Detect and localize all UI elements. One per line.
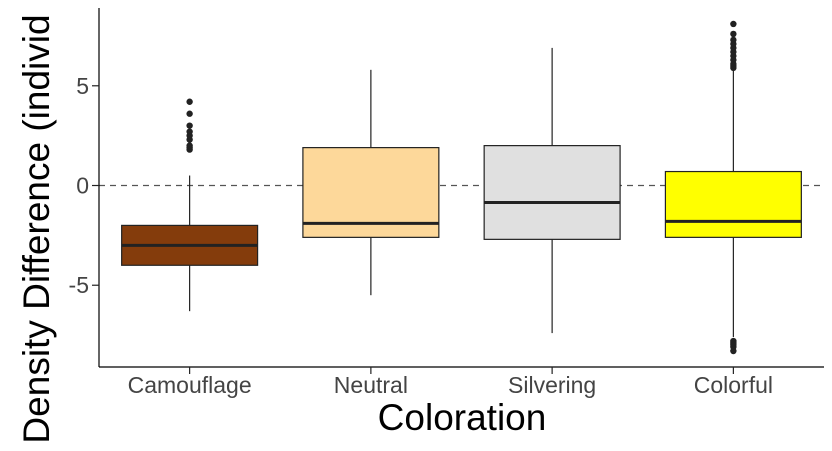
x-tick-label: Camouflage (128, 372, 252, 398)
y-tick-label: -5 (69, 272, 89, 298)
x-tick-label: Colorful (694, 372, 773, 398)
y-axis-title: Density Difference (individ (16, 14, 57, 443)
box-colorful (664, 20, 802, 355)
outlier-point (730, 20, 737, 28)
outlier-point (730, 36, 737, 44)
outlier-point (730, 30, 737, 38)
outlier-point (186, 98, 193, 105)
box-iqr (664, 170, 802, 238)
y-tick-label: 5 (76, 73, 89, 99)
x-tick-label: Silvering (508, 372, 596, 398)
outlier-point (186, 128, 193, 135)
box-neutral (302, 69, 440, 296)
outlier-point (730, 337, 737, 345)
outlier-point (186, 122, 193, 129)
outlier-point (186, 142, 193, 149)
x-axis-title: Coloration (378, 397, 547, 438)
box-silvering (483, 47, 621, 334)
outlier-point (186, 110, 193, 117)
box-camouflage (121, 98, 259, 312)
plot-area (99, 20, 824, 355)
axes: -5 0 5 Camouflage Neutral Silvering Colorful (69, 8, 824, 398)
y-tick-label: 0 (76, 173, 89, 199)
x-tick-label: Neutral (334, 372, 408, 398)
box-iqr (483, 145, 621, 240)
